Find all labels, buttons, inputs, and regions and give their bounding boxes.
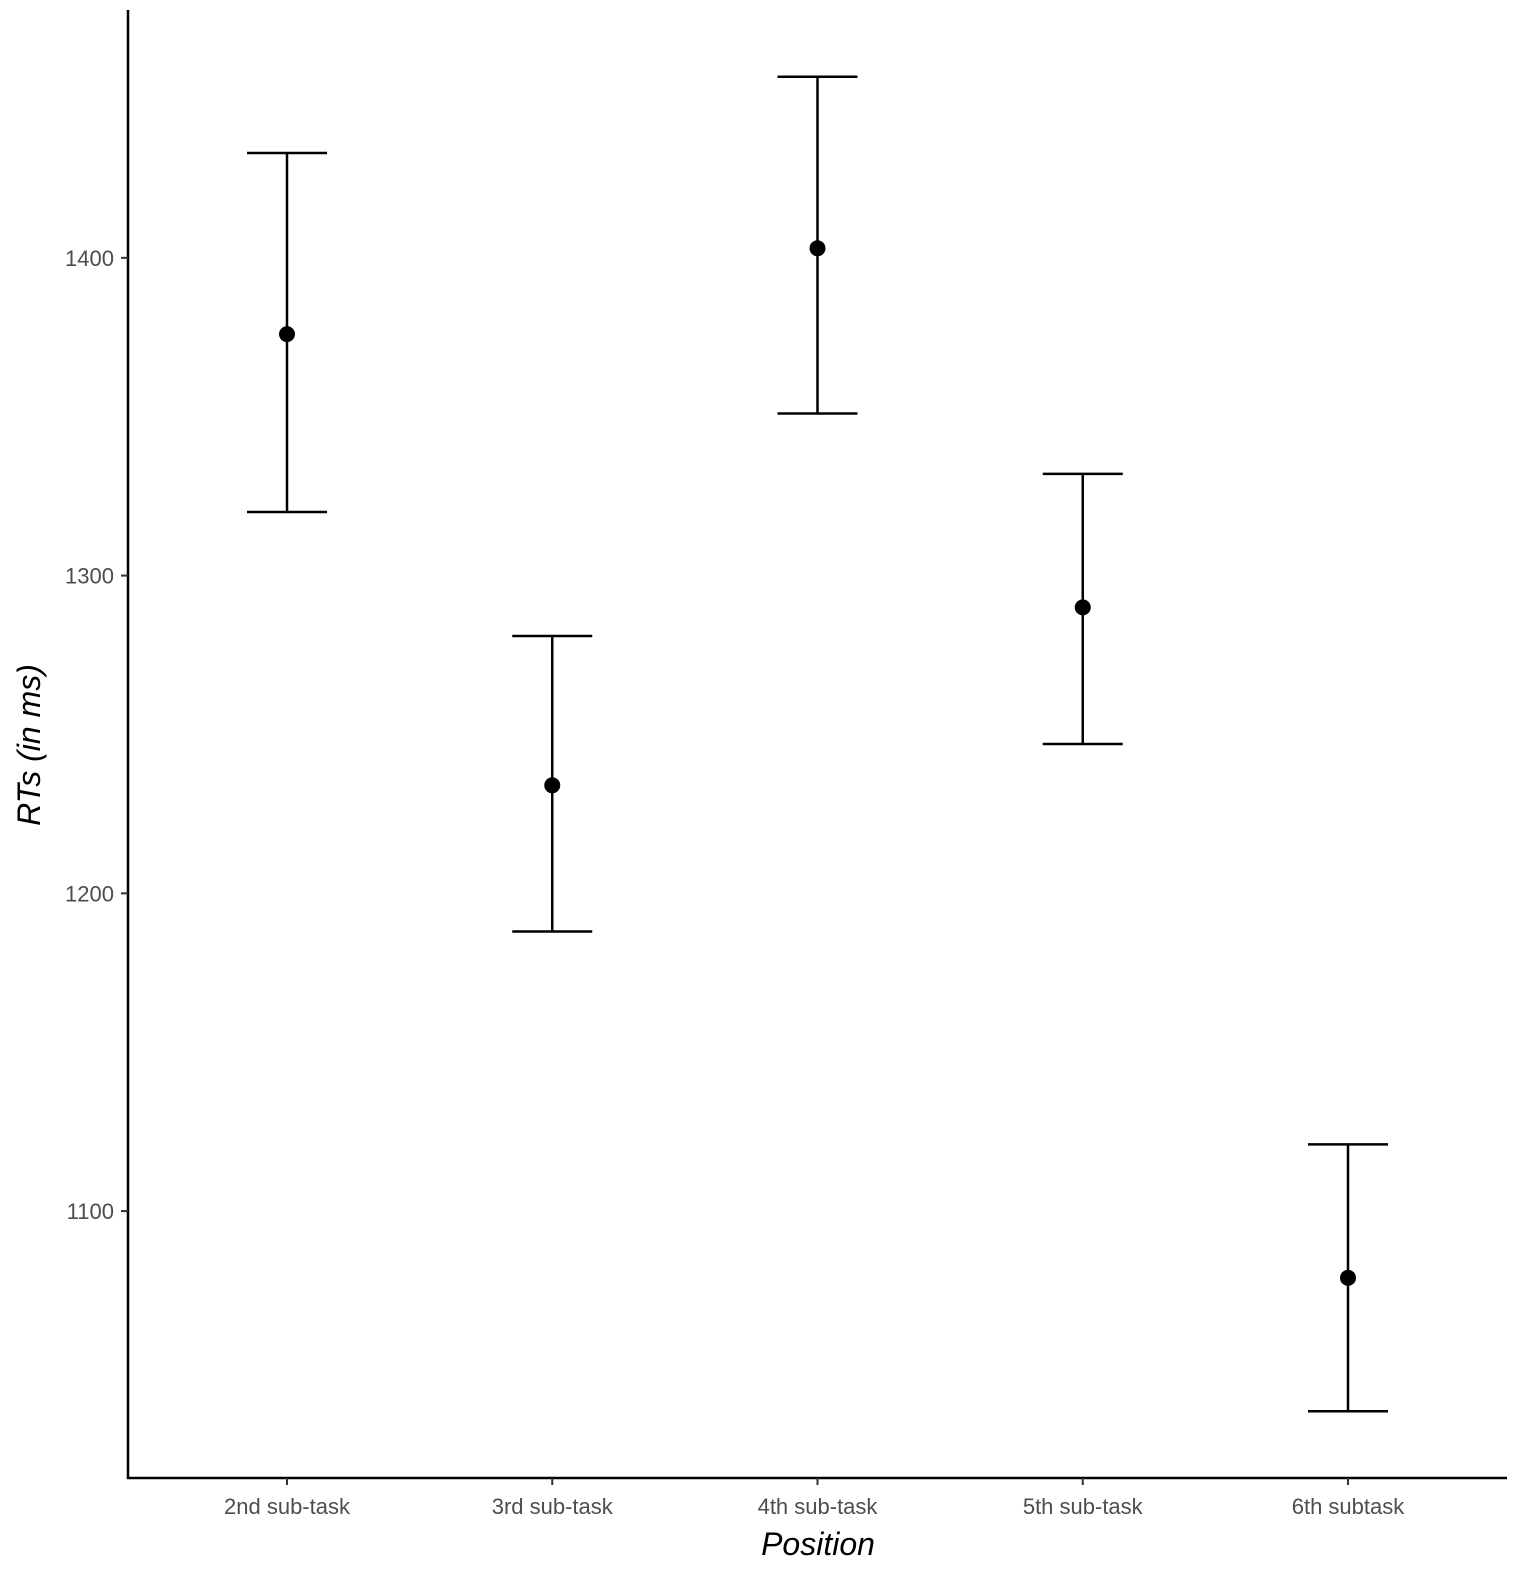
chart-marks: [247, 75, 1388, 1413]
error-bar-group: [247, 151, 327, 514]
x-tick-label: 5th sub-task: [1023, 1494, 1144, 1519]
error-bar-group: [512, 634, 593, 933]
error-bar-group: [777, 75, 858, 415]
x-axis-title: Position: [761, 1526, 875, 1562]
x-tick-label: 2nd sub-task: [224, 1494, 351, 1519]
y-tick-label: 1400: [65, 246, 114, 271]
data-point: [809, 240, 826, 257]
x-tick-label: 6th subtask: [1292, 1494, 1406, 1519]
x-tick-label: 4th sub-task: [758, 1494, 879, 1519]
data-point: [544, 777, 561, 794]
y-tick-label: 1200: [65, 881, 114, 906]
error-bar-group: [1308, 1143, 1388, 1413]
y-tick-label: 1100: [67, 1199, 114, 1224]
x-axis-ticks: 2nd sub-task 3rd sub-task 4th sub-task 5th …: [224, 1478, 1405, 1519]
data-point: [279, 326, 295, 343]
y-axis-title: RTs (in ms): [11, 664, 47, 826]
data-point: [1340, 1269, 1356, 1286]
error-bar-group: [1042, 472, 1123, 746]
data-point: [1074, 599, 1091, 616]
y-tick-label: 1300: [65, 564, 114, 589]
x-tick-label: 3rd sub-task: [492, 1494, 614, 1519]
y-axis-ticks: 1100 1200 1300 1400: [65, 246, 128, 1224]
